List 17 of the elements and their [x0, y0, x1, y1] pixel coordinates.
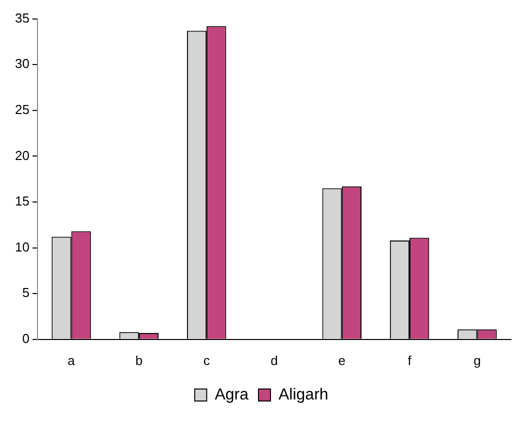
- y-tick-label: 15: [14, 194, 30, 209]
- legend-label: Agra: [214, 386, 249, 404]
- y-tick-label: 5: [22, 285, 30, 300]
- x-tick-label: g: [474, 352, 481, 368]
- y-tick-label: 25: [14, 102, 30, 117]
- x-tick-label: b: [135, 352, 143, 368]
- x-tick-label: d: [270, 352, 278, 368]
- x-tick-label: c: [203, 352, 210, 368]
- y-tick-label: 0: [22, 330, 30, 346]
- y-tick-label: 20: [14, 148, 30, 163]
- y-tick-label: 10: [14, 239, 30, 254]
- x-tick-label: f: [408, 352, 412, 368]
- y-tick-label: 30: [14, 56, 30, 72]
- x-tick-label: a: [68, 352, 76, 368]
- y-tick-label: 35: [14, 10, 30, 26]
- x-tick-label: e: [338, 352, 346, 368]
- legend-label: Aligarh: [278, 386, 328, 404]
